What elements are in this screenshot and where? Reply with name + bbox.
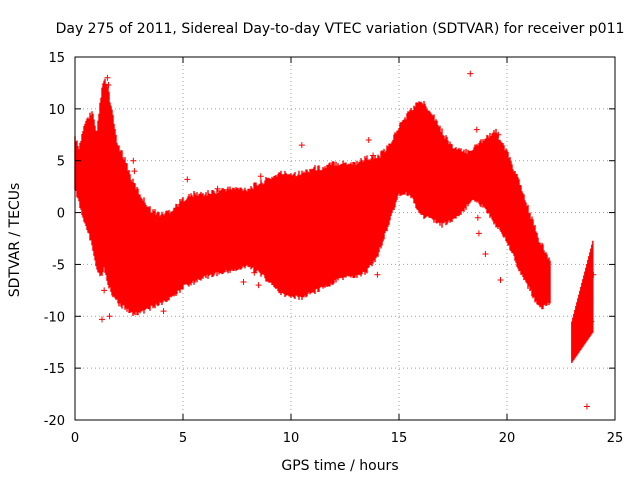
y-tick-label: -20 xyxy=(44,414,65,429)
x-axis-ticks: 0 5 10 15 20 25 xyxy=(71,57,623,446)
data-point xyxy=(365,136,372,143)
data-series-sdtvar xyxy=(74,70,597,410)
y-tick-label: -15 xyxy=(44,362,65,377)
data-point xyxy=(482,251,489,258)
sdtvar-band xyxy=(74,78,551,316)
x-tick-label: 0 xyxy=(71,431,79,446)
x-tick-label: 20 xyxy=(499,431,516,446)
data-point xyxy=(583,403,590,410)
data-point xyxy=(105,82,112,89)
data-point xyxy=(370,152,377,159)
x-tick-label: 25 xyxy=(607,431,624,446)
data-point xyxy=(184,176,191,183)
y-tick-label: 10 xyxy=(48,103,65,118)
data-point xyxy=(251,269,258,276)
data-point xyxy=(474,214,481,221)
data-point xyxy=(131,168,138,175)
plot-frame xyxy=(74,56,616,421)
data-point xyxy=(257,173,264,180)
y-tick-label: 0 xyxy=(57,207,65,222)
x-tick-label: 10 xyxy=(283,431,300,446)
data-point xyxy=(255,282,262,289)
data-point xyxy=(229,187,236,194)
grid xyxy=(75,57,615,420)
data-point xyxy=(130,157,137,164)
data-point xyxy=(588,318,595,325)
data-point xyxy=(590,271,597,278)
y-tick-label: -5 xyxy=(52,258,65,273)
y-tick-label: -10 xyxy=(44,310,65,325)
data-point xyxy=(475,230,482,237)
y-tick-label: 5 xyxy=(57,155,65,170)
data-point xyxy=(101,287,108,294)
data-point xyxy=(104,74,111,81)
y-axis-title: SDTVAR / TECUs xyxy=(7,183,23,298)
data-point xyxy=(240,279,247,286)
data-point xyxy=(467,70,474,77)
data-point xyxy=(160,308,167,315)
x-axis-title: GPS time / hours xyxy=(281,458,398,474)
x-tick-label: 5 xyxy=(179,431,187,446)
sdtvar-late-segment xyxy=(571,240,594,363)
y-tick-label: 15 xyxy=(48,51,65,66)
data-point xyxy=(497,276,504,283)
y-axis-ticks: -20 -15 -10 -5 0 5 10 15 xyxy=(44,51,615,429)
data-point xyxy=(374,271,381,278)
x-tick-label: 15 xyxy=(391,431,408,446)
data-point xyxy=(106,313,113,320)
data-point xyxy=(473,126,480,133)
plot-border xyxy=(74,56,616,421)
chart-title: Day 275 of 2011, Sidereal Day-to-day VTE… xyxy=(56,21,625,37)
data-point xyxy=(298,142,305,149)
data-point xyxy=(495,131,502,138)
data-point xyxy=(99,316,105,323)
data-point xyxy=(214,185,221,192)
